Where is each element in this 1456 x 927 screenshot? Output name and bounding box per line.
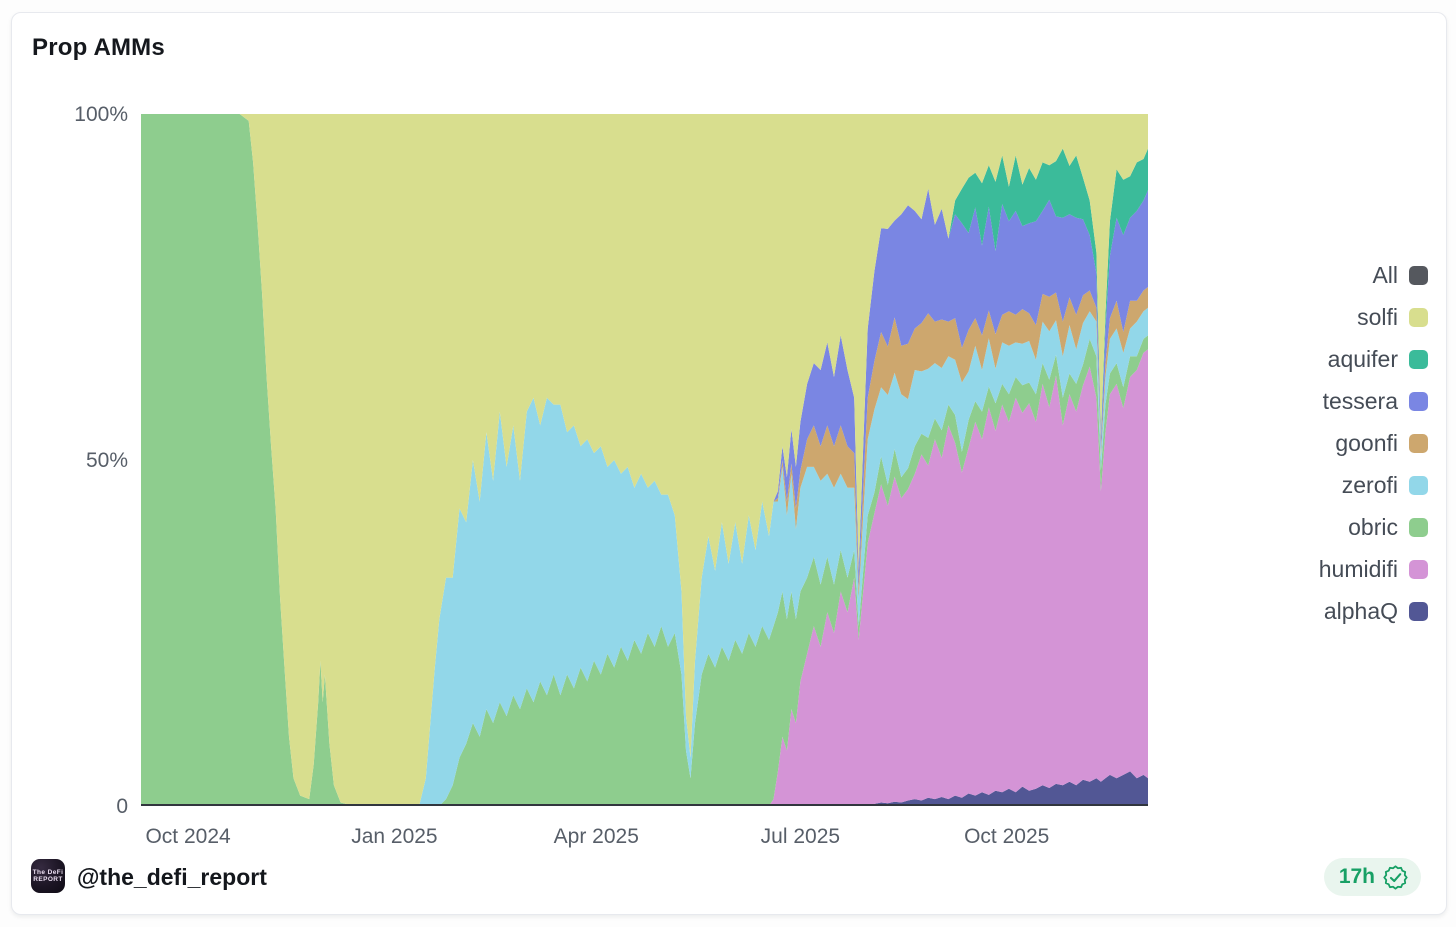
- legend-item-label: zerofi: [1341, 471, 1398, 498]
- x-tick-label: Oct 2025: [964, 825, 1050, 848]
- legend-item-label: goonfi: [1335, 429, 1398, 456]
- legend-item-swatch: [1409, 433, 1428, 453]
- legend-item-swatch: [1409, 265, 1428, 285]
- x-tick-label: Apr 2025: [553, 825, 639, 848]
- verified-seal-shape: [1383, 864, 1408, 890]
- legend: All solfi aquifer tessera goonfi zerofi obric h…: [1318, 261, 1428, 624]
- y-tick-label: 100%: [74, 102, 128, 126]
- legend-item-swatch: [1409, 349, 1428, 369]
- legend-item-aquifer[interactable]: aquifer: [1327, 345, 1428, 372]
- legend-item-label: solfi: [1357, 303, 1398, 330]
- area-humidifi: [141, 349, 1148, 806]
- legend-item-label: obric: [1348, 513, 1398, 540]
- legend-item-tessera[interactable]: tessera: [1322, 387, 1428, 414]
- x-tick-label: Jul 2025: [760, 825, 841, 848]
- legend-item-swatch: [1409, 391, 1428, 411]
- legend-item-swatch: [1409, 559, 1428, 579]
- x-tick-label: Jan 2025: [351, 825, 438, 848]
- legend-item-label: alphaQ: [1323, 597, 1398, 624]
- x-tick-label: Oct 2024: [145, 825, 231, 848]
- chart-title: Prop AMMs: [32, 34, 165, 61]
- stacked-area-svg: [141, 114, 1148, 806]
- y-tick-label: 50%: [85, 448, 128, 472]
- area-tessera: [141, 114, 1148, 806]
- legend-item-swatch: [1409, 601, 1428, 621]
- area-obric: [141, 114, 1148, 806]
- area-solfi: [141, 114, 1148, 806]
- timestamp-text: 17h: [1338, 865, 1375, 888]
- legend-item-obric[interactable]: obric: [1348, 513, 1428, 540]
- x-axis-line: [141, 804, 1148, 806]
- legend-item-swatch: [1409, 517, 1428, 537]
- legend-item-goonfi[interactable]: goonfi: [1335, 429, 1428, 456]
- legend-item-label: humidifi: [1318, 555, 1398, 582]
- area-alphaQ: [141, 771, 1148, 806]
- legend-item-swatch: [1409, 307, 1428, 327]
- verified-badge-icon: [1383, 864, 1408, 890]
- account-handle[interactable]: @the_defi_report: [77, 864, 267, 890]
- y-tick-label: 0: [116, 794, 128, 818]
- avatar-text-bottom: REPORT: [33, 876, 63, 883]
- avatar-text-top: The DeFi: [32, 869, 64, 876]
- legend-item-swatch: [1409, 475, 1428, 495]
- legend-item-label: tessera: [1322, 387, 1398, 414]
- legend-item-label: aquifer: [1327, 345, 1398, 372]
- legend-item-alphaq[interactable]: alphaQ: [1323, 597, 1428, 624]
- plot-area: [141, 114, 1148, 806]
- chart-card: Prop AMMs 0 50% 100% Oct 2024 Jan 2025 Apr 2…: [11, 12, 1447, 915]
- legend-item-label: All: [1372, 261, 1398, 288]
- legend-item-zerofi[interactable]: zerofi: [1341, 471, 1428, 498]
- legend-item-solfi[interactable]: solfi: [1357, 303, 1428, 330]
- timestamp-badge: 17h: [1323, 858, 1421, 896]
- legend-item-humidifi[interactable]: humidifi: [1318, 555, 1428, 582]
- area-aquifer: [141, 114, 1148, 806]
- legend-item-all[interactable]: All: [1372, 261, 1428, 288]
- avatar[interactable]: The DeFi REPORT: [31, 859, 65, 893]
